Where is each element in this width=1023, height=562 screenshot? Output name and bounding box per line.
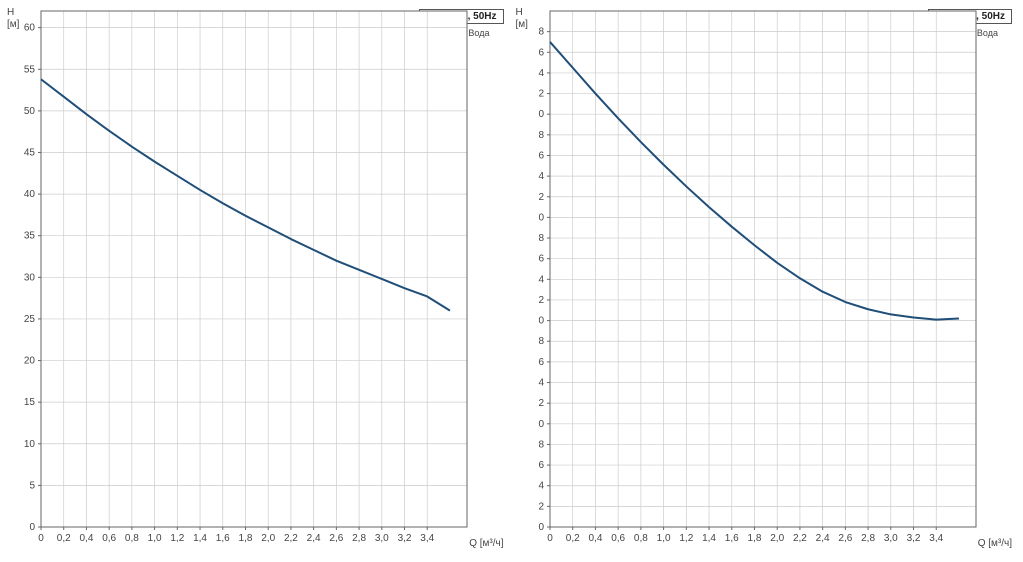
svg-text:2,2: 2,2: [792, 533, 806, 544]
svg-text:5: 5: [29, 480, 35, 491]
svg-text:4: 4: [538, 481, 544, 492]
svg-text:8: 8: [538, 27, 544, 38]
svg-text:0,6: 0,6: [611, 533, 625, 544]
svg-text:20: 20: [24, 356, 36, 367]
svg-text:0: 0: [538, 316, 544, 327]
chart-svg: 0 2 4 6 8 0 2 4 6 8 0 2 4 6 8 0 2 4 6 8 0 2 4 6 8 0 0,2 0,4 0,6 0,8 1,…: [514, 5, 1019, 557]
svg-text:8: 8: [538, 130, 544, 141]
svg-text:0: 0: [538, 109, 544, 120]
svg-text:3,2: 3,2: [906, 533, 920, 544]
svg-text:3,2: 3,2: [398, 533, 412, 544]
svg-text:6: 6: [538, 150, 544, 161]
svg-text:10: 10: [24, 439, 36, 450]
svg-text:0: 0: [538, 419, 544, 430]
svg-text:40: 40: [24, 189, 36, 200]
svg-text:0,4: 0,4: [79, 533, 93, 544]
svg-text:60: 60: [24, 23, 36, 34]
svg-text:3,0: 3,0: [883, 533, 897, 544]
svg-text:1,4: 1,4: [702, 533, 716, 544]
svg-text:6: 6: [538, 254, 544, 265]
svg-text:55: 55: [24, 64, 36, 75]
svg-text:3,4: 3,4: [420, 533, 434, 544]
svg-text:4: 4: [538, 378, 544, 389]
svg-text:2: 2: [538, 501, 544, 512]
svg-text:3,4: 3,4: [929, 533, 943, 544]
svg-text:2: 2: [538, 192, 544, 203]
svg-text:2,4: 2,4: [307, 533, 321, 544]
svg-text:2,0: 2,0: [770, 533, 784, 544]
svg-text:1,6: 1,6: [724, 533, 738, 544]
chart-svg: 0 5 10 15 20 25 30 35 40 45 50 55 60 0 0,2 0,4 0,6 0,8 1,0…: [5, 5, 510, 557]
svg-text:1,0: 1,0: [148, 533, 162, 544]
svg-text:1,6: 1,6: [216, 533, 230, 544]
svg-text:0,2: 0,2: [57, 533, 71, 544]
svg-text:0,4: 0,4: [588, 533, 602, 544]
svg-text:2,2: 2,2: [284, 533, 298, 544]
svg-text:0: 0: [538, 522, 544, 533]
svg-text:2: 2: [538, 295, 544, 306]
svg-text:6: 6: [538, 47, 544, 58]
svg-text:0,8: 0,8: [125, 533, 139, 544]
svg-text:8: 8: [538, 439, 544, 450]
svg-text:25: 25: [24, 314, 36, 325]
svg-text:1,2: 1,2: [679, 533, 693, 544]
svg-text:1,8: 1,8: [747, 533, 761, 544]
right-chart: JPA 4-47, 50Hz Перекачиваемая жидкость =…: [514, 5, 1019, 557]
svg-text:2: 2: [538, 89, 544, 100]
svg-text:1,8: 1,8: [239, 533, 253, 544]
svg-text:6: 6: [538, 357, 544, 368]
svg-text:35: 35: [24, 231, 36, 242]
svg-text:0,6: 0,6: [102, 533, 116, 544]
svg-text:50: 50: [24, 106, 36, 117]
svg-text:4: 4: [538, 274, 544, 285]
svg-text:2,6: 2,6: [329, 533, 343, 544]
svg-text:2,0: 2,0: [261, 533, 275, 544]
svg-text:3,0: 3,0: [375, 533, 389, 544]
svg-text:0: 0: [38, 533, 44, 544]
svg-text:2,6: 2,6: [838, 533, 852, 544]
svg-text:2,8: 2,8: [861, 533, 875, 544]
svg-text:2: 2: [538, 398, 544, 409]
svg-text:45: 45: [24, 147, 36, 158]
svg-text:0,2: 0,2: [565, 533, 579, 544]
svg-text:1,2: 1,2: [170, 533, 184, 544]
svg-text:4: 4: [538, 171, 544, 182]
svg-text:8: 8: [538, 336, 544, 347]
svg-text:4: 4: [538, 68, 544, 79]
svg-text:2,4: 2,4: [815, 533, 829, 544]
svg-text:0: 0: [29, 522, 35, 533]
svg-text:30: 30: [24, 272, 36, 283]
svg-text:0,8: 0,8: [633, 533, 647, 544]
left-chart: JPA 4-54, 50Hz Перекачиваемая жидкость =…: [5, 5, 510, 557]
svg-text:2,8: 2,8: [352, 533, 366, 544]
svg-text:1,4: 1,4: [193, 533, 207, 544]
svg-text:6: 6: [538, 460, 544, 471]
svg-text:8: 8: [538, 233, 544, 244]
svg-text:0: 0: [538, 212, 544, 223]
svg-text:1,0: 1,0: [656, 533, 670, 544]
svg-text:0: 0: [547, 533, 553, 544]
svg-text:15: 15: [24, 397, 36, 408]
